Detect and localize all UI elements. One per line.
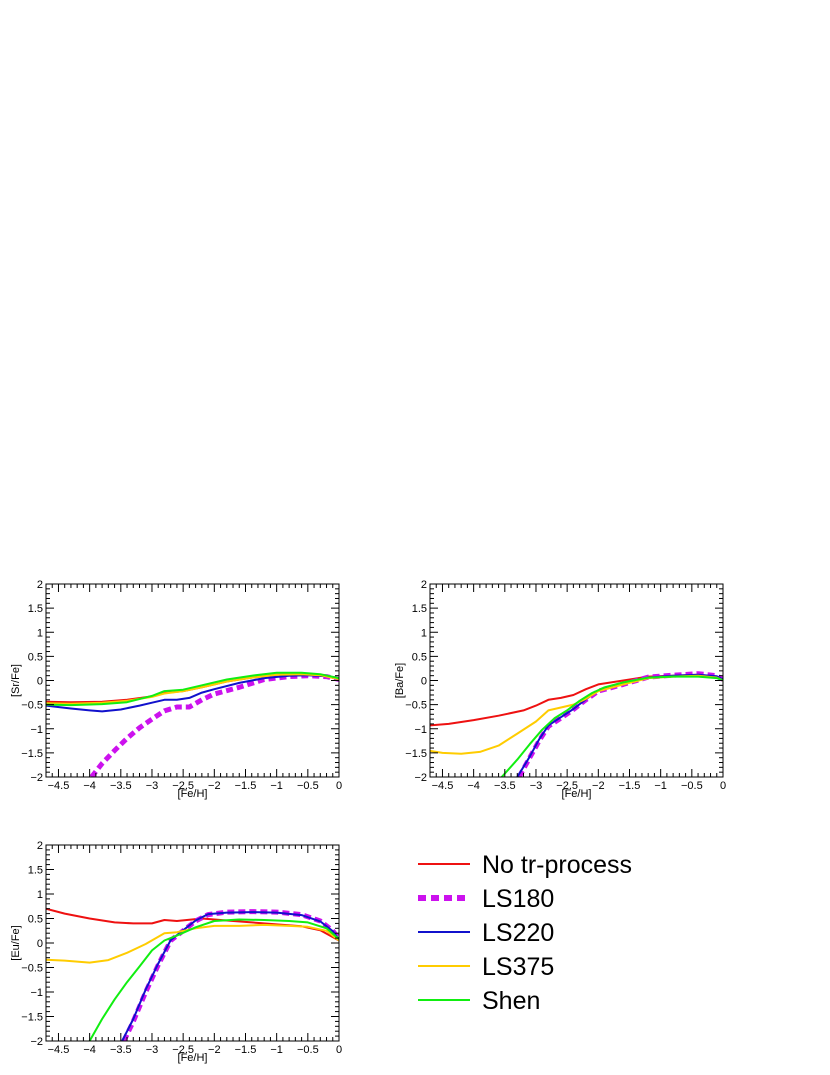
ba-fe-x-tick-label: −0.5 [681,780,703,792]
ba-fe-x-tick-label: −3.5 [494,780,516,792]
ba-fe-y-tick-label: −0.5 [405,700,427,712]
sr-fe-series-ls180 [89,673,339,777]
eu-fe-x-tick-label: −3 [146,1044,159,1056]
legend-label-ls375: LS375 [482,953,554,981]
sr-fe-x-tick-label: −4.5 [48,780,70,792]
eu-fe-frame [45,844,340,1042]
legend-label-shen: Shen [482,987,540,1015]
eu-fe-series-ls375 [46,923,339,964]
eu-fe-y-tick-label: −0.5 [21,963,43,975]
ba-fe-y-tick-label: 1 [421,627,427,639]
sr-fe-x-tick-label: −1.5 [235,780,257,792]
ba-fe-series-no-tr-process [430,673,723,727]
ba-fe-y-axis-title: [Ba/Fe] [394,663,406,698]
sr-fe-y-tick-label: 1.5 [28,603,43,615]
legend-label-ls220: LS220 [482,919,554,947]
sr-fe-y-axis-title: [Sr/Fe] [10,664,22,697]
eu-fe-x-tick-label: −0.5 [297,1044,319,1056]
eu-fe-x-tick-label: −4.5 [48,1044,70,1056]
sr-fe-frame [45,583,340,778]
eu-fe-y-tick-label: 2 [37,840,43,852]
ba-fe-y-tick-label: 0.5 [412,651,427,663]
sr-fe-y-tick-label: 0.5 [28,651,43,663]
ba-fe-series-ls220 [516,673,723,777]
ba-fe-x-tick-label: −1.5 [619,780,641,792]
eu-fe-y-tick-label: −1 [30,987,43,999]
ba-fe-frame [429,583,724,778]
sr-fe-y-tick-label: 1 [37,627,43,639]
sr-fe-x-axis-title: [Fe/H] [178,788,208,800]
sr-fe-y-tick-label: 2 [37,579,43,591]
eu-fe-y-axis-title: [Eu/Fe] [10,925,22,960]
sr-fe-x-tick-label: −2.5 [172,780,194,792]
sr-fe-x-tick-label: 0 [336,780,342,792]
eu-fe-x-tick-label: −3.5 [110,1044,132,1056]
sr-fe-x-tick-label: −4 [83,780,96,792]
sr-fe-series-shen [46,671,339,707]
eu-fe-series-ls220 [121,911,339,1041]
ba-fe-y-tick-label: 2 [421,579,427,591]
ba-fe-x-tick-label: −4.5 [432,780,454,792]
sr-fe-panel: −4.5 −4 −3.5 −3 −2.5 −2 −1.5 −1 −0.5 0 −2 −1.5 −1 −0.… [10,579,342,800]
ba-fe-y-tick-label: −1.5 [405,748,427,760]
ba-fe-y-tick-label: −1 [414,724,427,736]
sr-fe-y-tick-label: −2 [30,772,43,784]
legend-label-ls180: LS180 [482,885,554,913]
eu-fe-y-tick-label: 0 [37,938,43,950]
sr-fe-x-tick-label: −1 [270,780,283,792]
ba-fe-y-tick-label: 1.5 [412,603,427,615]
eu-fe-x-tick-label: −2 [208,1044,221,1056]
ba-fe-x-tick-label: −1 [654,780,667,792]
eu-fe-series-shen [88,918,339,1041]
ba-fe-x-tick-label: −2 [592,780,605,792]
ba-fe-x-tick-label: −3 [530,780,543,792]
sr-fe-y-tick-label: 0 [37,676,43,688]
sr-fe-series-ls220 [46,674,339,713]
eu-fe-y-tick-label: 0.5 [28,914,43,926]
sr-fe-x-tick-label: −0.5 [297,780,319,792]
ba-fe-x-axis-title: [Fe/H] [562,788,592,800]
ba-fe-y-tick-label: −2 [414,772,427,784]
sr-fe-y-tick-label: −1.5 [21,748,43,760]
sr-fe-y-tick-label: −1 [30,724,43,736]
eu-fe-x-tick-label: −4 [83,1044,96,1056]
sr-fe-x-tick-label: −3.5 [110,780,132,792]
ba-fe-panel: −4.5 −4 −3.5 −3 −2.5 −2 −1.5 −1 −0.5 0 −2 −1.5 −1 −0.… [394,579,726,800]
eu-fe-x-tick-label: −1.5 [235,1044,257,1056]
eu-fe-y-tick-label: −2 [30,1036,43,1048]
sr-fe-x-tick-label: −3 [146,780,159,792]
ba-fe-x-tick-label: −4 [467,780,480,792]
eu-fe-x-tick-label: −2.5 [172,1044,194,1056]
eu-fe-series-ls180 [121,909,339,1041]
legend: No tr-process LS180 LS220 LS375 Shen [418,851,632,1015]
eu-fe-x-tick-label: −1 [270,1044,283,1056]
sr-fe-x-tick-label: −2 [208,780,221,792]
eu-fe-y-tick-label: −1.5 [21,1012,43,1024]
sr-fe-series-ls375 [46,673,339,705]
eu-fe-panel: −4.5 −4 −3.5 −3 −2.5 −2 −1.5 −1 −0.5 0 −2 −1.5 −1 −0.… [10,840,342,1064]
ba-fe-x-tick-label: −2.5 [556,780,578,792]
ba-fe-series-shen [500,675,723,777]
ba-fe-x-tick-label: 0 [720,780,726,792]
eu-fe-x-axis-title: [Fe/H] [178,1052,208,1064]
eu-fe-x-tick-label: 0 [336,1044,342,1056]
ba-fe-y-tick-label: 0 [421,676,427,688]
eu-fe-y-tick-label: 1.5 [28,865,43,877]
legend-label-no-tr-process: No tr-process [482,851,632,879]
sr-fe-y-tick-label: −0.5 [21,700,43,712]
eu-fe-y-tick-label: 1 [37,889,43,901]
ba-fe-series-ls375 [430,674,723,755]
